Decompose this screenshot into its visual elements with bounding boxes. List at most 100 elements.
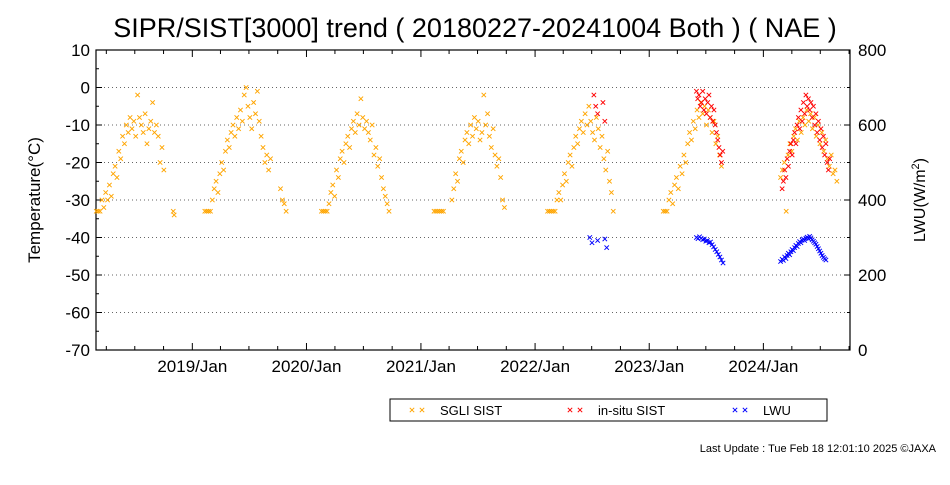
data-point — [479, 129, 485, 136]
point-stroke — [808, 99, 814, 106]
data-point — [471, 114, 477, 121]
data-point — [817, 137, 823, 143]
point-stroke — [800, 99, 806, 106]
point-stroke — [254, 88, 260, 94]
data-point — [157, 159, 163, 166]
data-point — [602, 236, 608, 242]
point-stroke — [545, 208, 551, 214]
data-point — [814, 129, 820, 136]
data-point — [593, 114, 599, 121]
point-stroke — [486, 133, 492, 139]
point-stroke — [823, 257, 829, 263]
data-point — [714, 249, 720, 255]
point-stroke — [501, 204, 507, 211]
data-point — [133, 133, 139, 139]
data-point — [458, 148, 464, 154]
point-stroke — [587, 234, 593, 241]
point-stroke — [813, 133, 819, 139]
point-stroke — [811, 114, 817, 121]
data-point — [604, 245, 610, 251]
y-tick-label: -40 — [65, 229, 90, 248]
point-stroke — [815, 118, 821, 124]
point-stroke — [672, 182, 678, 188]
data-point — [830, 171, 836, 177]
point-stroke — [207, 208, 214, 214]
point-stroke — [373, 144, 379, 151]
point-stroke — [360, 114, 366, 121]
data-point — [106, 182, 113, 188]
data-point — [783, 174, 789, 181]
data-point — [486, 133, 492, 139]
point-stroke — [546, 208, 553, 214]
point-stroke — [339, 148, 345, 154]
data-point — [236, 126, 242, 132]
data-point — [328, 189, 334, 196]
data-point — [679, 171, 685, 177]
point-stroke — [204, 208, 210, 214]
point-stroke — [742, 407, 748, 413]
point-stroke — [437, 208, 443, 214]
point-stroke — [449, 197, 455, 203]
data-point — [254, 88, 260, 94]
data-point — [322, 208, 328, 214]
data-point — [501, 204, 507, 211]
point-stroke — [597, 144, 603, 151]
point-stroke — [142, 111, 148, 117]
point-stroke — [335, 174, 341, 181]
y-tick-label: -60 — [65, 304, 90, 323]
data-point — [591, 137, 598, 143]
point-stroke — [591, 92, 597, 98]
point-stroke — [588, 118, 594, 124]
point-stroke — [456, 156, 462, 162]
data-point — [234, 114, 240, 121]
data-point — [576, 126, 583, 132]
data-point — [785, 163, 791, 169]
y-tick-label: -10 — [65, 116, 90, 135]
point-stroke — [228, 129, 234, 136]
data-point — [219, 159, 225, 166]
point-stroke — [365, 129, 371, 136]
data-point — [792, 129, 798, 136]
point-stroke — [604, 245, 610, 251]
y-tick-label: -20 — [65, 154, 90, 173]
point-stroke — [159, 144, 165, 151]
data-point — [136, 114, 143, 121]
point-stroke — [779, 186, 785, 192]
data-point — [813, 111, 819, 117]
data-point — [348, 126, 355, 132]
data-point — [462, 137, 468, 143]
point-stroke — [140, 129, 146, 136]
point-stroke — [573, 133, 579, 139]
data-point — [360, 114, 366, 121]
point-stroke — [211, 186, 217, 192]
point-stroke — [243, 84, 249, 91]
data-point — [711, 118, 717, 124]
point-stroke — [333, 167, 340, 173]
point-stroke — [808, 111, 814, 117]
data-point — [717, 152, 723, 158]
point-stroke — [701, 107, 707, 113]
point-stroke — [118, 156, 124, 162]
data-point — [582, 111, 588, 117]
point-stroke — [703, 111, 710, 117]
data-point — [717, 254, 723, 260]
data-point — [595, 111, 601, 117]
data-point — [708, 103, 715, 109]
data-point — [545, 208, 551, 214]
data-point — [718, 159, 725, 166]
point-stroke — [817, 248, 823, 254]
point-stroke — [232, 133, 238, 139]
data-point — [222, 148, 229, 154]
point-stroke — [221, 167, 227, 173]
point-stroke — [716, 144, 722, 151]
point-stroke — [698, 99, 705, 106]
data-point — [802, 111, 808, 117]
data-point — [783, 255, 789, 262]
data-point — [578, 118, 584, 124]
point-stroke — [108, 193, 114, 199]
point-stroke — [439, 208, 445, 214]
data-point — [343, 141, 349, 147]
data-point — [550, 208, 556, 214]
data-point — [473, 126, 479, 132]
point-stroke — [815, 246, 821, 252]
